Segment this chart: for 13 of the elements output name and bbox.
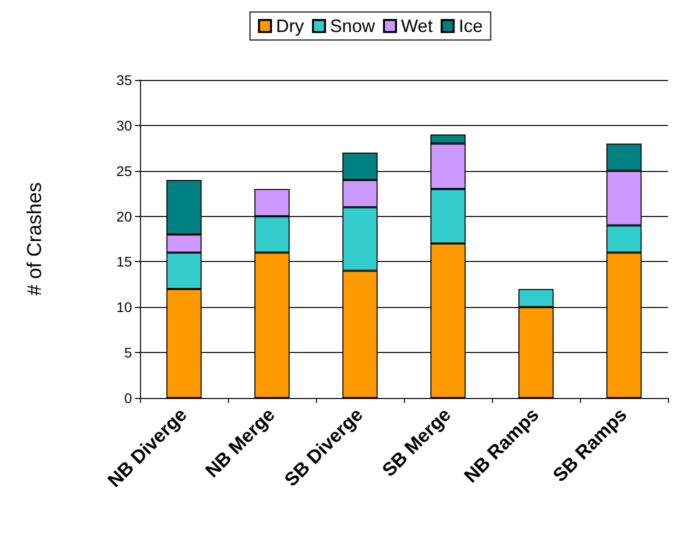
y-tick-label: 20	[116, 208, 132, 224]
y-tick-label: 30	[116, 117, 132, 134]
legend-label: Wet	[401, 16, 433, 36]
y-tick-label: 25	[116, 162, 132, 179]
y-tick-label: 10	[116, 299, 132, 316]
legend-label: Dry	[276, 16, 304, 36]
legend-label: Ice	[458, 16, 483, 36]
y-tick-label: 15	[116, 254, 132, 270]
y-axis-title: # of Crashes	[24, 182, 46, 296]
legend-label: Snow	[330, 16, 376, 36]
y-tick-label: 35	[116, 72, 132, 88]
y-tick-label: 0	[124, 390, 132, 406]
y-tick-label: 5	[124, 344, 132, 361]
